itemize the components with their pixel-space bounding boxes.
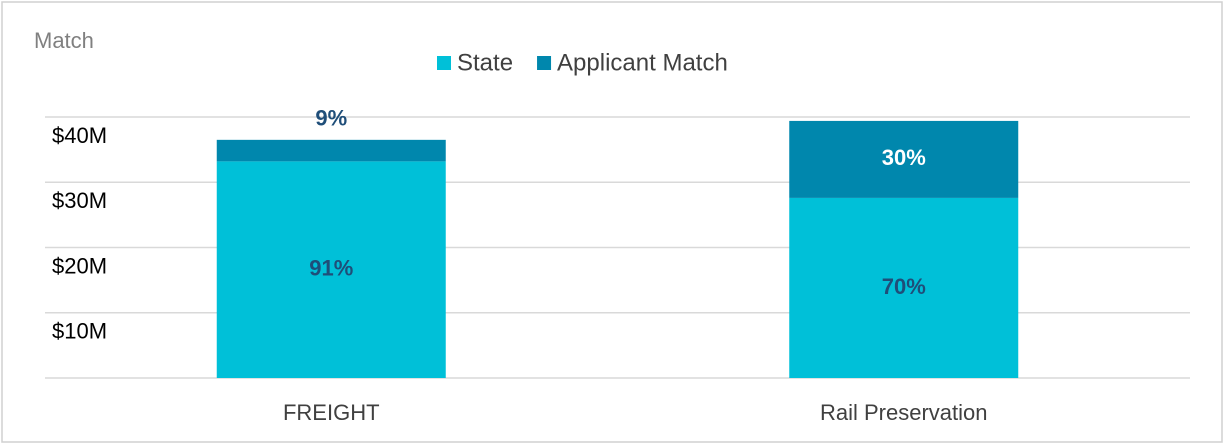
bar-segment <box>789 197 1019 378</box>
y-tick-label: $10M <box>52 319 107 344</box>
data-label: 91% <box>309 255 353 280</box>
bar-segment <box>789 120 1019 198</box>
legend-label: State <box>457 49 513 76</box>
legend-swatch <box>537 56 552 70</box>
data-label: 30% <box>882 145 926 170</box>
x-tick-label: FREIGHT <box>283 400 380 425</box>
bar-segment <box>216 139 446 162</box>
data-label: 70% <box>882 274 926 299</box>
y-tick-label: $20M <box>52 253 107 278</box>
y-tick-label: $40M <box>52 123 107 148</box>
legend-label: Applicant Match <box>557 49 728 76</box>
x-tick-label: Rail Preservation <box>820 400 988 425</box>
y-tick-label: $30M <box>52 188 107 213</box>
chart-title: Match <box>34 28 94 53</box>
legend-swatch <box>437 56 451 70</box>
data-label: 9% <box>315 106 347 131</box>
bar-segment <box>216 161 446 378</box>
